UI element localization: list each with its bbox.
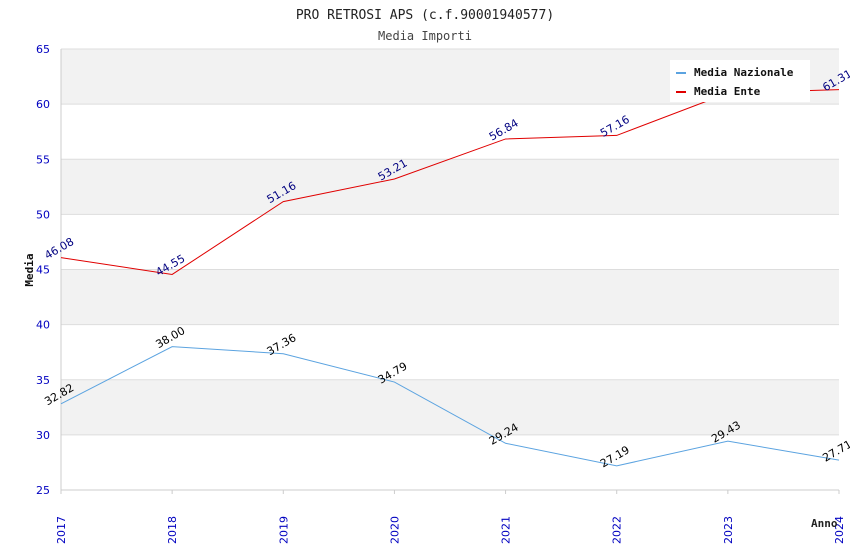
x-axis-title: Anno (811, 517, 838, 530)
y-tick-label: 45 (36, 264, 50, 277)
x-tick-label: 2022 (611, 516, 624, 544)
y-tick-label: 40 (36, 319, 50, 332)
legend-label: Media Ente (694, 85, 761, 98)
legend-box (670, 60, 810, 102)
legend: Media Nazionale Media Ente (670, 60, 810, 102)
x-tick-label: 2019 (277, 516, 290, 544)
background-band (61, 159, 839, 215)
y-tick-label: 25 (36, 484, 50, 497)
legend-label: Media Nazionale (694, 66, 794, 79)
x-tick-label: 2023 (722, 516, 735, 544)
y-tick-label: 35 (36, 374, 50, 387)
background-band (61, 379, 839, 435)
chart-subtitle: Media Importi (378, 29, 472, 43)
data-label: 27.71 (820, 438, 850, 465)
x-tick-labels: 2017 2018 2019 2020 2021 2022 2023 2024 (55, 490, 846, 544)
y-tick-label: 65 (36, 43, 50, 56)
x-tick-label: 2017 (55, 516, 68, 544)
data-label: 27.19 (598, 443, 632, 470)
data-label: 37.36 (265, 331, 299, 358)
background-band (61, 269, 839, 325)
x-tick-label: 2024 (833, 516, 846, 544)
x-tick-label: 2018 (166, 516, 179, 544)
y-tick-label: 60 (36, 98, 50, 111)
series-line-0 (60, 346, 840, 467)
x-tick-label: 2020 (388, 516, 401, 544)
y-tick-label: 55 (36, 153, 50, 166)
plot-background-bands (61, 49, 839, 435)
y-tick-label: 30 (36, 429, 50, 442)
x-tick-label: 2021 (500, 516, 513, 544)
y-tick-label: 50 (36, 208, 50, 221)
data-label: 46.08 (42, 235, 76, 262)
y-axis-title: Media (23, 253, 36, 286)
chart-title: PRO RETROSI APS (c.f.90001940577) (296, 8, 554, 23)
y-tick-labels: 25 30 35 40 45 50 55 60 65 (36, 43, 50, 497)
